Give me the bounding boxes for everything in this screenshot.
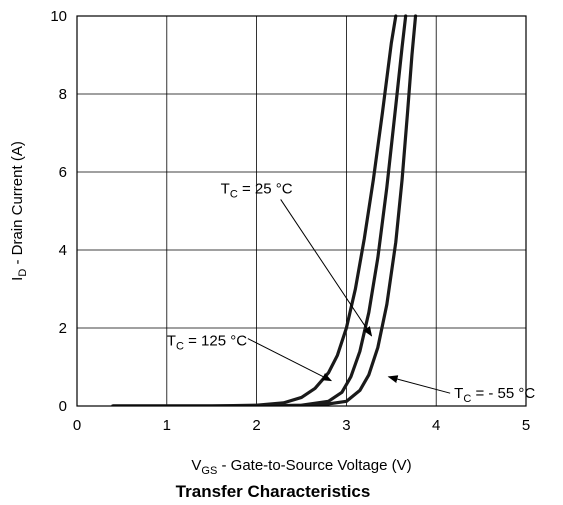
- chart-title: Transfer Characteristics: [176, 482, 371, 501]
- series-line-1: [111, 14, 408, 406]
- annotation-arrow-2: [387, 375, 451, 394]
- y-tick-label: 0: [59, 398, 67, 415]
- x-tick-label: 5: [522, 417, 530, 434]
- series-layer: [111, 14, 418, 406]
- y-tick-label: 8: [59, 86, 67, 103]
- series-line-0: [111, 14, 398, 406]
- x-tick-label: 1: [163, 417, 171, 434]
- series-label-0: TC = 125 °C: [167, 333, 247, 353]
- series-label-2: TC = - 55 °C: [454, 385, 535, 405]
- x-tick-label: 4: [432, 417, 440, 434]
- series-line-2: [111, 14, 418, 406]
- x-axis-label: VGS - Gate-to-Source Voltage (V): [191, 457, 411, 477]
- y-axis-label: ID - Drain Current (A): [9, 141, 29, 281]
- annotation-arrow-1: [280, 199, 373, 337]
- grid: [77, 16, 526, 406]
- y-tick-label: 2: [59, 320, 67, 337]
- y-tick-label: 4: [59, 242, 67, 259]
- plot-frame: [76, 15, 527, 407]
- x-tick-label: 3: [342, 417, 350, 434]
- x-tick-label: 2: [252, 417, 260, 434]
- y-tick-label: 10: [50, 8, 67, 25]
- series-label-1: TC = 25 °C: [221, 180, 293, 200]
- y-tick-label: 6: [59, 164, 67, 181]
- annotations: TC = 125 °C TC = 25 °C TC = - 55 °C: [167, 180, 536, 405]
- annotation-arrow-0: [247, 338, 333, 382]
- tick-labels: 0 1 2 3 4 5 0 2 4 6 8 10: [50, 8, 530, 434]
- x-tick-label: 0: [73, 417, 81, 434]
